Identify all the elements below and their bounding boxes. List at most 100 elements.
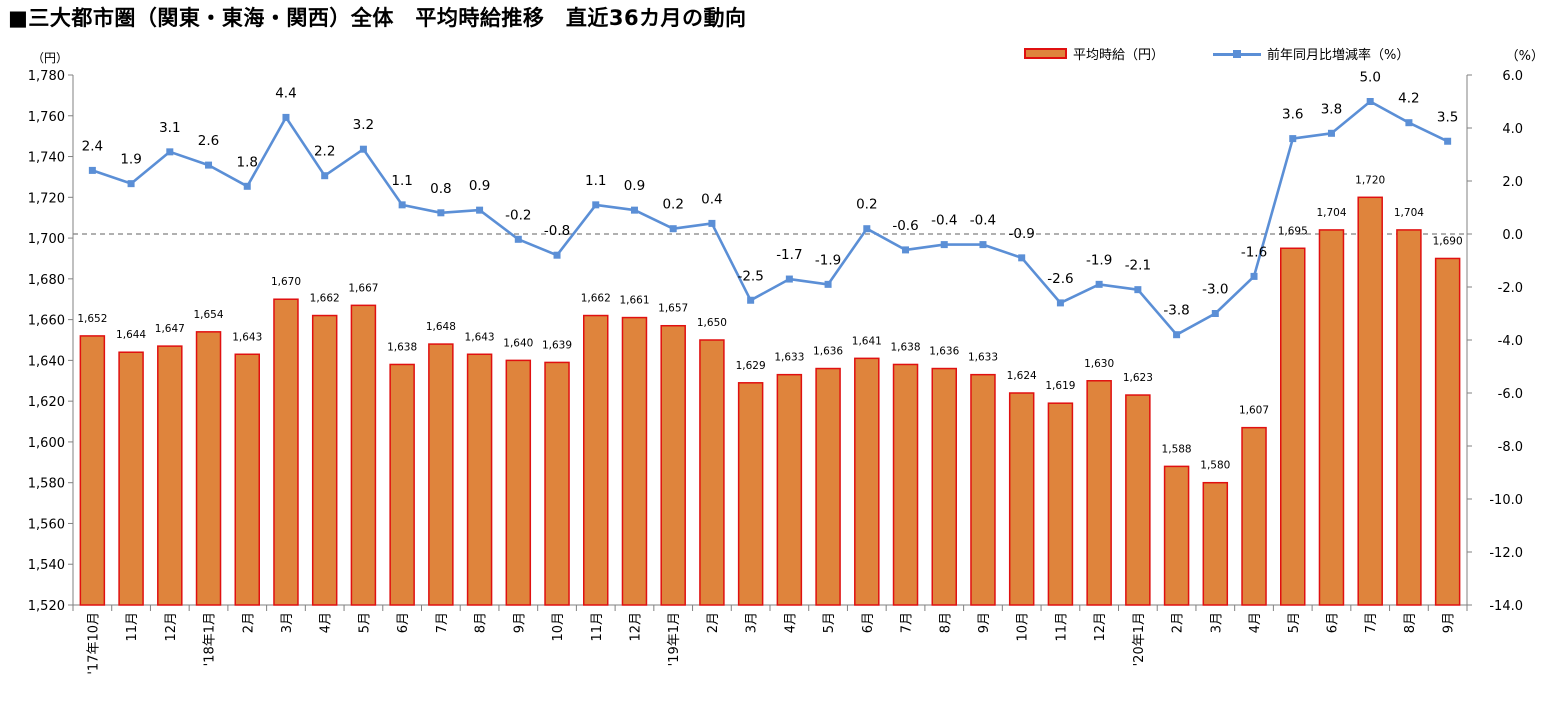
left-tick-label: 1,600 [28, 436, 65, 451]
x-category-label: 12月 [164, 612, 179, 642]
line-point-marker [398, 201, 406, 209]
line-point-marker [1134, 286, 1142, 294]
line-point-marker [1173, 331, 1181, 339]
line-point-marker [1289, 135, 1297, 143]
line-value-label: 0.4 [701, 191, 722, 207]
bar-value-label: 1,633 [968, 352, 998, 364]
bar-value-label: 1,629 [736, 360, 766, 372]
line-value-label: -0.6 [892, 218, 918, 234]
left-tick-label: 1,620 [28, 395, 65, 410]
line-point-marker [592, 201, 600, 209]
line-value-label: -2.1 [1125, 258, 1151, 274]
line-point-marker [1056, 299, 1064, 307]
bar-value-label: 1,638 [387, 341, 417, 353]
bar-wage [776, 373, 803, 606]
bar-wage [892, 363, 919, 606]
x-category-label: 7月 [900, 612, 915, 633]
bar-value-label: 1,648 [426, 321, 456, 333]
line-point-marker [1405, 119, 1413, 127]
bar-wage [1318, 229, 1345, 606]
x-category-label: 5月 [822, 612, 837, 633]
line-value-label: -0.4 [970, 213, 996, 229]
line-value-label: 4.2 [1398, 91, 1419, 107]
x-category-label: 8月 [474, 612, 489, 633]
bar-wage [1163, 465, 1190, 606]
line-value-label: -1.6 [1241, 244, 1267, 260]
bar-wage [931, 367, 957, 606]
x-category-label: 12月 [1093, 612, 1108, 642]
bar-value-label: 1,630 [1084, 358, 1114, 370]
line-value-label: 2.4 [82, 138, 103, 154]
line-value-label: -0.8 [544, 223, 570, 239]
line-point-marker [902, 246, 910, 254]
bar-wage [699, 339, 725, 606]
x-category-label: 10月 [551, 612, 566, 642]
bar-value-label: 1,633 [774, 352, 804, 364]
bar-value-label: 1,652 [77, 313, 107, 325]
line-value-label: -1.7 [776, 247, 802, 263]
bar-value-label: 1,704 [1394, 207, 1424, 219]
bar-value-label: 1,636 [929, 346, 959, 358]
line-point-marker [243, 182, 251, 190]
bar-value-label: 1,720 [1355, 174, 1385, 186]
right-tick-label: -6.0 [1498, 387, 1523, 402]
x-category-label: 10月 [1016, 612, 1031, 642]
x-category-label: 4月 [783, 612, 798, 633]
bar-wage [389, 363, 415, 606]
x-category-label: 3月 [280, 612, 295, 633]
right-tick-label: -10.0 [1489, 493, 1523, 508]
x-category-label: 12月 [628, 612, 643, 642]
bar-wage [195, 331, 222, 606]
bar-value-label: 1,607 [1239, 405, 1269, 417]
left-tick-label: 1,720 [28, 191, 65, 206]
bar-wage [350, 304, 377, 606]
line-point-marker [785, 275, 793, 283]
line-point-marker [166, 148, 174, 156]
legend-line-swatch [1213, 48, 1261, 60]
line-value-label: -1.9 [815, 252, 841, 268]
x-category-label: '17年10月 [86, 612, 101, 675]
line-point-marker [88, 166, 96, 174]
line-value-label: 3.8 [1321, 101, 1342, 117]
left-tick-label: 1,740 [28, 151, 65, 166]
line-point-marker [1095, 280, 1103, 288]
x-category-label: 4月 [1248, 612, 1263, 633]
x-category-label: 3月 [745, 612, 760, 633]
line-value-label: -0.2 [505, 207, 531, 223]
page-title: ■三大都市圏（関東・東海・関西）全体 平均時給推移 直近36カ月の動向 [8, 6, 747, 30]
bar-value-label: 1,662 [581, 293, 611, 305]
bar-value-label: 1,695 [1278, 225, 1308, 237]
bar-value-label: 1,650 [697, 317, 727, 329]
bar-wage [583, 314, 609, 606]
line-point-marker [630, 206, 638, 214]
line-point-marker [205, 161, 213, 169]
line-point-marker [979, 241, 987, 249]
legend-item-line: 前年同月比増減率（%） [1213, 44, 1409, 63]
left-tick-label: 1,540 [28, 558, 65, 573]
bar-wage [234, 353, 260, 606]
line-point-marker [359, 145, 367, 153]
left-tick-label: 1,520 [28, 599, 65, 614]
line-point-marker [708, 219, 716, 227]
right-tick-label: -14.0 [1489, 599, 1523, 614]
x-category-label: '18年1月 [203, 612, 218, 666]
x-category-label: 4月 [319, 612, 334, 633]
left-axis-unit: （円） [32, 51, 68, 65]
right-tick-label: -8.0 [1498, 440, 1523, 455]
line-value-label: -0.4 [931, 213, 957, 229]
bar-wage [1357, 196, 1383, 606]
x-category-label: 6月 [861, 612, 876, 633]
x-category-label: 6月 [396, 612, 411, 633]
x-category-label: 9月 [1442, 612, 1457, 633]
line-value-label: -3.8 [1163, 303, 1189, 319]
bar-value-label: 1,619 [1045, 380, 1075, 392]
bar-wage [1008, 392, 1035, 606]
line-point-marker [1211, 310, 1219, 317]
x-category-label: 6月 [1325, 612, 1340, 633]
line-value-label: 2.2 [314, 144, 335, 160]
bar-value-label: 1,588 [1162, 443, 1192, 455]
line-value-label: 3.1 [159, 120, 180, 136]
line-value-label: -0.9 [1009, 226, 1035, 242]
x-category-label: 11月 [125, 612, 140, 642]
x-category-label: 7月 [1364, 612, 1379, 633]
